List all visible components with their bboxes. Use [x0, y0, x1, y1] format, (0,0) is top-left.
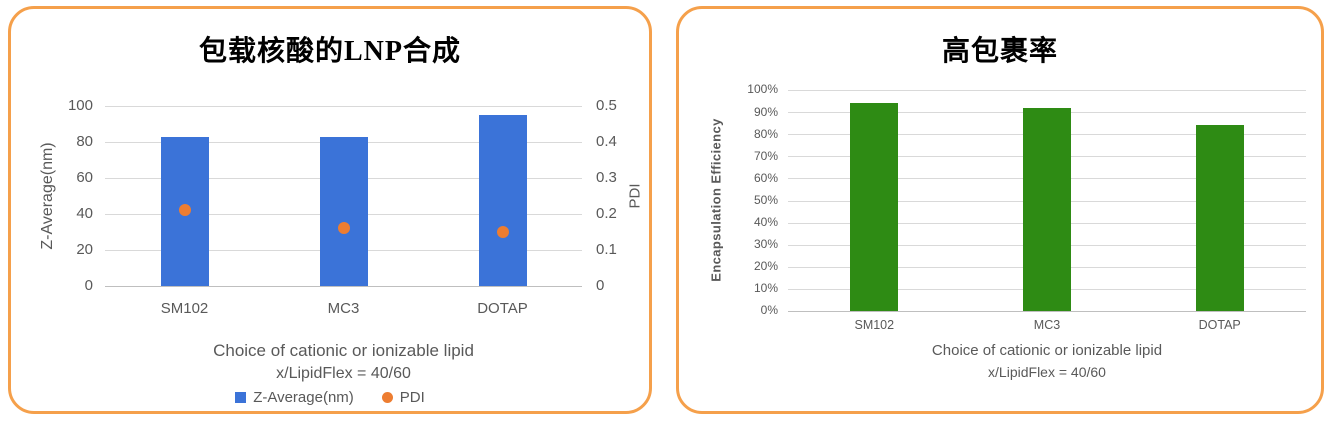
gridline [788, 90, 1306, 91]
secondary-y-axis-tick-label: 0.2 [596, 204, 617, 222]
bar-sm102 [850, 103, 899, 311]
y-axis-tick-label: 20% [753, 259, 778, 274]
y-axis-tick-label: 100 [67, 96, 93, 114]
legend-item-z-average-nm-: Z-Average(nm) [235, 390, 354, 405]
y-axis-tick-label: 40 [76, 204, 93, 222]
legend-label: Z-Average(nm) [253, 389, 354, 406]
y-axis-tick-label: 50% [753, 192, 778, 207]
secondary-y-axis-tick-label: 0 [596, 276, 605, 294]
category-label-dotap: DOTAP [1198, 318, 1241, 332]
primary-y-axis-title: Z-Average(nm) [39, 142, 56, 250]
category-label-dotap: DOTAP [477, 300, 528, 317]
gridline [105, 106, 582, 107]
y-axis-title: Encapsulation Efficiency [708, 118, 724, 282]
lnp-synthesis-chart-panel: 包载核酸的LNP合成 Z-Average(nm) PDI Choice of c… [8, 6, 652, 414]
chart-legend: Z-Average(nm) PDI [11, 390, 649, 405]
y-axis-tick-label: 0% [760, 303, 778, 318]
x-axis-title-line2: x/LipidFlex = 40/60 [988, 364, 1106, 380]
y-axis-tick-label: 40% [753, 215, 778, 229]
gridline [105, 286, 582, 287]
category-label-mc3: MC3 [327, 300, 360, 317]
legend-circle-swatch [381, 392, 393, 403]
x-axis-title-line1: Choice of cationic or ionizable lipid [931, 342, 1163, 359]
category-label-sm102: SM102 [854, 318, 895, 332]
y-axis-tick-label: 70% [753, 148, 778, 163]
category-label-mc3: MC3 [1033, 318, 1061, 332]
x-axis-title-line1: Choice of cationic or ionizable lipid [213, 341, 474, 360]
secondary-y-axis-title: PDI [626, 183, 644, 209]
chart-title: 高包裹率 [941, 36, 1058, 67]
bar-dotap [1195, 125, 1244, 311]
pdi-marker-dotap [496, 226, 509, 238]
bar-dotap [478, 115, 527, 286]
encapsulation-efficiency-chart-panel: 高包裹率 Encapsulation Efficiency Choice of … [676, 6, 1324, 414]
category-label-sm102: SM102 [160, 300, 209, 317]
secondary-y-axis-tick-label: 0.3 [596, 168, 617, 186]
y-axis-tick-label: 100% [747, 82, 778, 97]
y-axis-tick-label: 90% [753, 104, 778, 119]
gridline [788, 311, 1306, 312]
pdi-marker-sm102 [178, 204, 191, 217]
legend-label: PDI [399, 389, 425, 406]
bar-mc3 [319, 136, 368, 286]
y-axis-tick-label: 0 [84, 276, 93, 294]
legend-square-swatch [235, 392, 247, 403]
secondary-y-axis-tick-label: 0.1 [596, 240, 617, 258]
y-axis-tick-label: 80 [76, 132, 93, 150]
chart-title: 包载核酸的LNP合成 [198, 36, 461, 67]
bar-mc3 [1023, 107, 1071, 311]
secondary-y-axis-tick-label: 0.5 [596, 96, 617, 114]
y-axis-tick-label: 80% [753, 126, 778, 141]
y-axis-tick-label: 10% [753, 281, 778, 296]
pdi-marker-mc3 [337, 222, 350, 235]
y-axis-tick-label: 20 [76, 240, 93, 258]
secondary-y-axis-tick-label: 0.4 [596, 132, 617, 150]
x-axis-title-line2: x/LipidFlex = 40/60 [276, 365, 411, 382]
legend-item-pdi: PDI [381, 389, 425, 406]
y-axis-tick-label: 30% [753, 237, 778, 252]
y-axis-tick-label: 60% [753, 170, 778, 185]
y-axis-tick-label: 60 [76, 168, 93, 186]
